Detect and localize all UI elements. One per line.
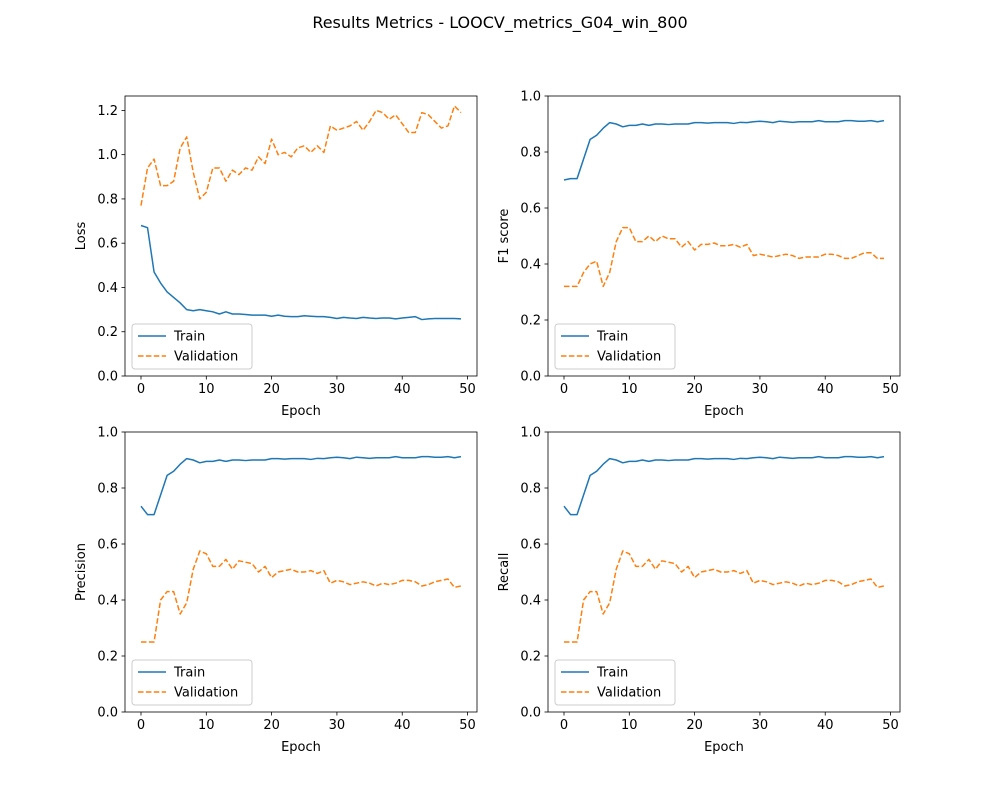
legend: Train Validation [131,659,253,706]
x-tick-label: 50 [882,718,899,733]
legend-label-validation: Validation [597,686,661,701]
x-tick-label: 30 [329,382,346,397]
x-tick-label: 50 [459,382,476,397]
y-tick-label: 1.0 [520,90,541,105]
series-line-train [563,119,885,181]
axes-frame [124,95,478,377]
legend-label-train: Train [173,330,205,345]
y-tick-label: 1.0 [97,426,118,441]
x-tick-label: 10 [198,382,215,397]
x-tick-label: 30 [752,382,769,397]
x-tick-label: 20 [263,718,280,733]
series-line-validation [140,105,462,206]
subplot-precision: 0 10 20 30 40 50 0.0 0.2 0.4 0.6 0.8 1.0 Epoch Precis… [74,426,478,755]
x-tick-label: 50 [459,718,476,733]
x-tick-label: 0 [560,382,568,397]
x-tick-label: 20 [686,718,703,733]
subplot-f1-score: 0 10 20 30 40 50 0.0 0.2 0.4 0.6 0.8 1.0 Epoch F1 sco… [497,90,901,419]
y-tick-label: 0.8 [520,146,541,161]
x-axis-label: Epoch [704,404,744,419]
series-line-train [140,455,462,516]
y-tick-label: 0.0 [520,706,541,721]
x-tick-label: 50 [882,382,899,397]
x-axis-label: Epoch [281,740,321,755]
series-line-validation [564,226,884,288]
y-tick-label: 0.6 [97,237,118,252]
legend-label-validation: Validation [174,686,238,701]
x-axis-label: Epoch [704,740,744,755]
y-tick-label: 0.8 [520,482,541,497]
x-tick-label: 0 [560,718,568,733]
x-tick-label: 40 [817,382,834,397]
y-tick-label: 1.2 [97,104,118,119]
x-tick-label: 40 [394,382,411,397]
y-tick-label: 0.0 [520,370,541,385]
y-tick-label: 0.0 [97,706,118,721]
y-tick-label: 0.2 [520,314,541,329]
y-axis-label: Recall [497,553,512,592]
y-tick-label: 0.6 [97,538,118,553]
x-tick-label: 40 [394,718,411,733]
axes-frame [124,431,478,713]
axes-frame [547,95,901,377]
x-tick-label: 0 [137,718,145,733]
y-axis-label: Loss [74,222,89,251]
x-tick-label: 10 [621,718,638,733]
y-tick-label: 1.0 [520,426,541,441]
y-tick-label: 0.6 [520,202,541,217]
legend: Train Validation [554,659,676,706]
figure-title: Results Metrics - LOOCV_metrics_G04_win_… [312,13,687,33]
y-tick-label: 0.2 [97,650,118,665]
legend: Train Validation [554,323,676,370]
x-tick-label: 20 [686,382,703,397]
y-tick-label: 0.8 [97,192,118,207]
y-tick-label: 0.6 [520,538,541,553]
y-tick-label: 0.4 [97,594,118,609]
series-line-train [140,224,462,321]
y-tick-label: 0.4 [520,258,541,273]
x-tick-label: 20 [263,382,280,397]
y-tick-label: 0.2 [97,325,118,340]
x-tick-label: 10 [621,382,638,397]
y-axis-label: F1 score [497,209,512,264]
legend-label-validation: Validation [174,350,238,365]
y-axis-label: Precision [74,543,89,601]
y-tick-label: 0.2 [520,650,541,665]
x-tick-label: 0 [137,382,145,397]
subplot-recall: 0 10 20 30 40 50 0.0 0.2 0.4 0.6 0.8 1.0 Epoch Recall… [497,426,901,755]
subplots: 0 10 20 30 40 50 0.0 0.2 0.4 0.6 0.8 1.0 1.2 Epoch Los… [74,90,901,755]
legend: Train Validation [131,323,253,370]
x-tick-label: 30 [329,718,346,733]
legend-label-train: Train [596,666,628,681]
y-tick-label: 0.4 [520,594,541,609]
series-line-validation [141,550,462,643]
x-tick-label: 10 [198,718,215,733]
x-axis-label: Epoch [281,404,321,419]
series-line-validation [564,550,885,643]
legend-label-train: Train [596,330,628,345]
axes-frame [547,431,901,713]
x-tick-label: 40 [817,718,834,733]
y-tick-label: 1.0 [97,148,118,163]
subplot-loss: 0 10 20 30 40 50 0.0 0.2 0.4 0.6 0.8 1.0 1.2 Epoch Los… [74,95,478,419]
y-tick-label: 0.8 [97,482,118,497]
legend-label-validation: Validation [597,350,661,365]
y-tick-label: 0.4 [97,281,118,296]
series-line-train [563,455,885,516]
y-tick-label: 0.0 [97,370,118,385]
legend-label-train: Train [173,666,205,681]
x-tick-label: 30 [752,718,769,733]
